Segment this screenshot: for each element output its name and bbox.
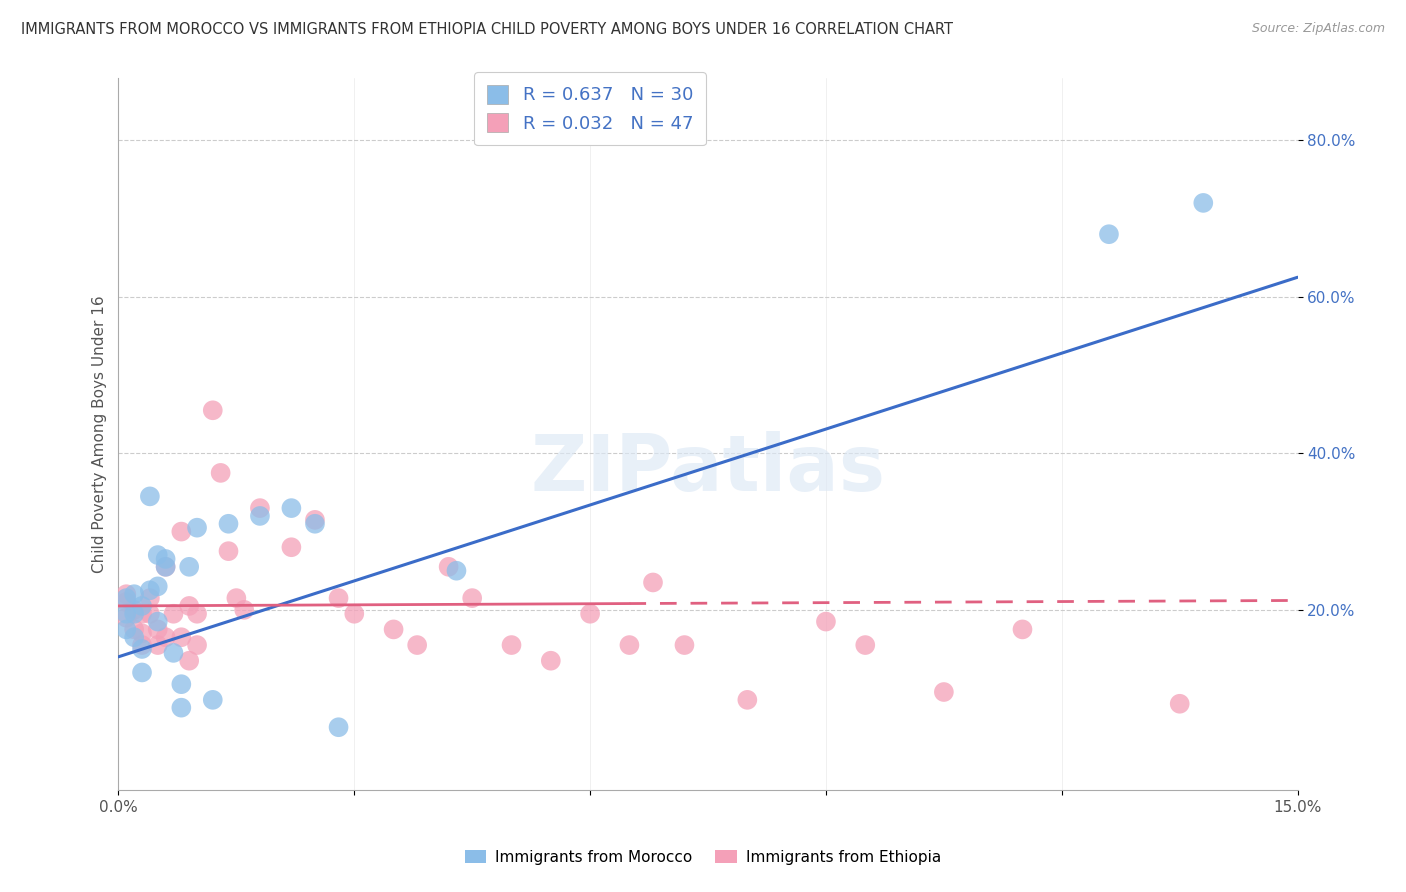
Point [155, 559, 177, 574]
Point [343, 607, 366, 621]
Point [122, 607, 145, 621]
Point [115, 607, 138, 621]
Point [139, 489, 162, 503]
Point [1011, 623, 1033, 637]
Point [201, 693, 224, 707]
Point [115, 591, 138, 606]
Point [122, 630, 145, 644]
Point [1192, 195, 1215, 210]
Point [1168, 697, 1191, 711]
Point [249, 508, 271, 523]
Point [131, 599, 153, 613]
Point [115, 623, 138, 637]
Point [139, 607, 162, 621]
Point [155, 552, 177, 566]
Point [437, 559, 460, 574]
Point [814, 615, 837, 629]
Point [209, 466, 232, 480]
Point [131, 607, 153, 621]
Point [406, 638, 429, 652]
Point [162, 607, 184, 621]
Point [162, 646, 184, 660]
Point [115, 610, 138, 624]
Point [155, 559, 177, 574]
Point [170, 700, 193, 714]
Point [461, 591, 484, 606]
Point [146, 638, 169, 652]
Point [218, 544, 240, 558]
Point [179, 599, 201, 613]
Point [131, 665, 153, 680]
Point [218, 516, 240, 531]
Point [853, 638, 876, 652]
Point [619, 638, 641, 652]
Point [155, 630, 177, 644]
Point [146, 623, 169, 637]
Text: ZIPatlas: ZIPatlas [530, 432, 886, 508]
Point [146, 615, 169, 629]
Point [1098, 227, 1121, 242]
Point [328, 720, 350, 734]
Point [170, 677, 193, 691]
Point [115, 587, 138, 601]
Point [122, 623, 145, 637]
Text: IMMIGRANTS FROM MOROCCO VS IMMIGRANTS FROM ETHIOPIA CHILD POVERTY AMONG BOYS UND: IMMIGRANTS FROM MOROCCO VS IMMIGRANTS FR… [21, 22, 953, 37]
Point [122, 603, 145, 617]
Point [501, 638, 523, 652]
Point [579, 607, 602, 621]
Point [446, 564, 468, 578]
Point [201, 403, 224, 417]
Point [328, 591, 350, 606]
Point [540, 654, 562, 668]
Point [304, 513, 326, 527]
Text: Source: ZipAtlas.com: Source: ZipAtlas.com [1251, 22, 1385, 36]
Point [131, 626, 153, 640]
Point [122, 587, 145, 601]
Point [139, 591, 162, 606]
Point [146, 579, 169, 593]
Point [131, 642, 153, 657]
Legend: Immigrants from Morocco, Immigrants from Ethiopia: Immigrants from Morocco, Immigrants from… [458, 844, 948, 871]
Point [170, 524, 193, 539]
Point [179, 559, 201, 574]
Point [233, 603, 256, 617]
Point [673, 638, 696, 652]
Point [170, 630, 193, 644]
Point [179, 654, 201, 668]
Point [737, 693, 759, 707]
Point [115, 595, 138, 609]
Point [249, 501, 271, 516]
Legend: R = 0.637   N = 30, R = 0.032   N = 47: R = 0.637 N = 30, R = 0.032 N = 47 [474, 72, 706, 145]
Point [641, 575, 664, 590]
Point [186, 521, 208, 535]
Point [139, 583, 162, 598]
Point [280, 540, 302, 554]
Point [304, 516, 326, 531]
Point [131, 638, 153, 652]
Point [280, 501, 302, 516]
Point [146, 548, 169, 562]
Point [225, 591, 247, 606]
Point [186, 638, 208, 652]
Point [932, 685, 955, 699]
Point [186, 607, 208, 621]
Point [382, 623, 405, 637]
Y-axis label: Child Poverty Among Boys Under 16: Child Poverty Among Boys Under 16 [93, 295, 107, 573]
